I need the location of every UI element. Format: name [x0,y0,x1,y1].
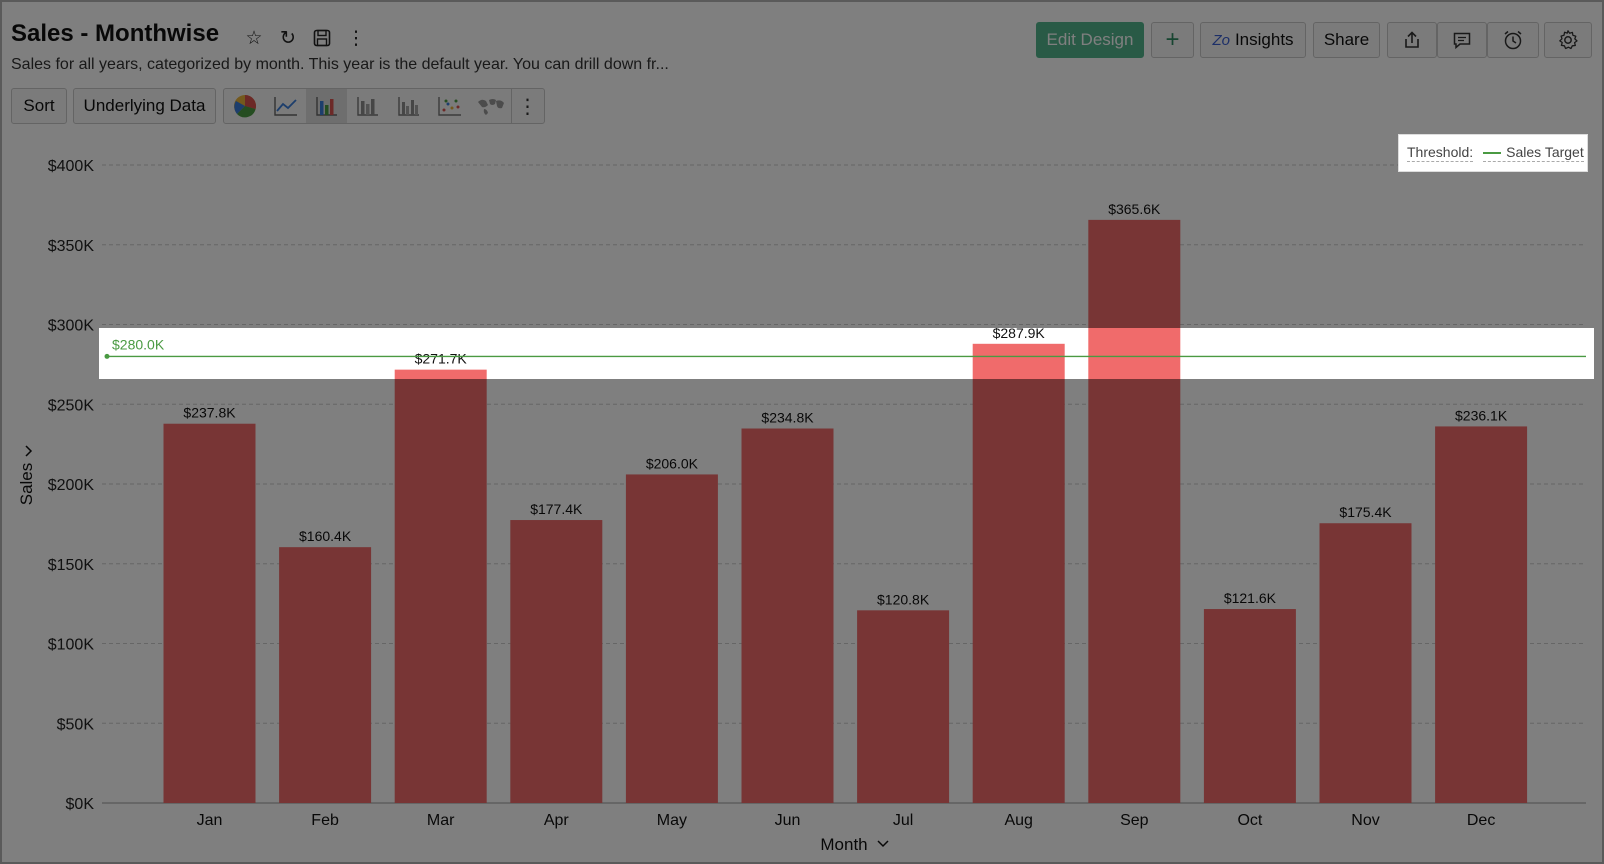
x-axis-chevron-icon [877,840,889,848]
y-axis-drill[interactable] [15,442,37,502]
bar-value-label: $120.8K [877,591,930,607]
bar-jul [857,610,950,803]
x-tick-label: Jan [197,812,223,829]
bar-value-label: $175.4K [1339,504,1392,520]
bar-value-label: $121.6K [1224,590,1277,606]
x-tick-label: Apr [544,812,570,829]
bar-value-label: $365.6K [1108,201,1161,217]
y-tick-label: $300K [48,318,95,335]
bar-may [625,474,718,803]
x-tick-label: Aug [1004,812,1032,829]
x-tick-label: Nov [1351,812,1379,829]
bar-oct [1203,609,1296,803]
y-tick-label: $250K [48,397,95,414]
y-tick-label: $100K [48,637,95,654]
threshold-highlight-band [99,328,1594,379]
y-tick-label: $150K [48,557,95,574]
bar-apr [510,520,603,803]
x-tick-label: Sep [1120,812,1149,829]
bar-aug [972,343,1065,803]
x-tick-label: May [657,812,687,829]
x-tick-label: Dec [1467,812,1495,829]
legend-sales-target[interactable]: Sales Target [1483,144,1584,162]
y-tick-label: $400K [48,158,95,175]
legend-threshold-label: Threshold: [1407,144,1474,162]
bar-mar [394,369,487,803]
threshold-legend: Threshold: Sales Target [1398,134,1588,172]
y-tick-label: $350K [48,238,95,255]
x-tick-label: Oct [1237,812,1262,829]
bar-value-label: $236.1K [1455,407,1508,423]
x-tick-label: Jun [775,812,801,829]
bar-value-label: $206.0K [646,455,699,471]
legend-line-swatch [1483,152,1502,155]
bar-feb [279,547,372,803]
bar-nov [1319,523,1412,803]
bar-value-label: $177.4K [530,501,583,517]
x-axis-label: Month [820,835,867,854]
bar-jun [741,428,834,803]
bar-value-label: $237.8K [183,405,236,421]
x-tick-label: Feb [311,812,339,829]
x-tick-label: Mar [427,812,455,829]
x-tick-label: Jul [893,812,913,829]
bar-value-label: $160.4K [299,528,352,544]
bar-sep [1088,219,1181,804]
y-tick-label: $50K [57,716,95,733]
y-tick-label: $200K [48,477,95,494]
bar-value-label: $234.8K [761,409,814,425]
legend-entry-label: Sales Target [1506,144,1584,160]
y-tick-label: $0K [66,796,95,813]
bar-dec [1435,426,1528,803]
bar-jan [163,423,256,803]
